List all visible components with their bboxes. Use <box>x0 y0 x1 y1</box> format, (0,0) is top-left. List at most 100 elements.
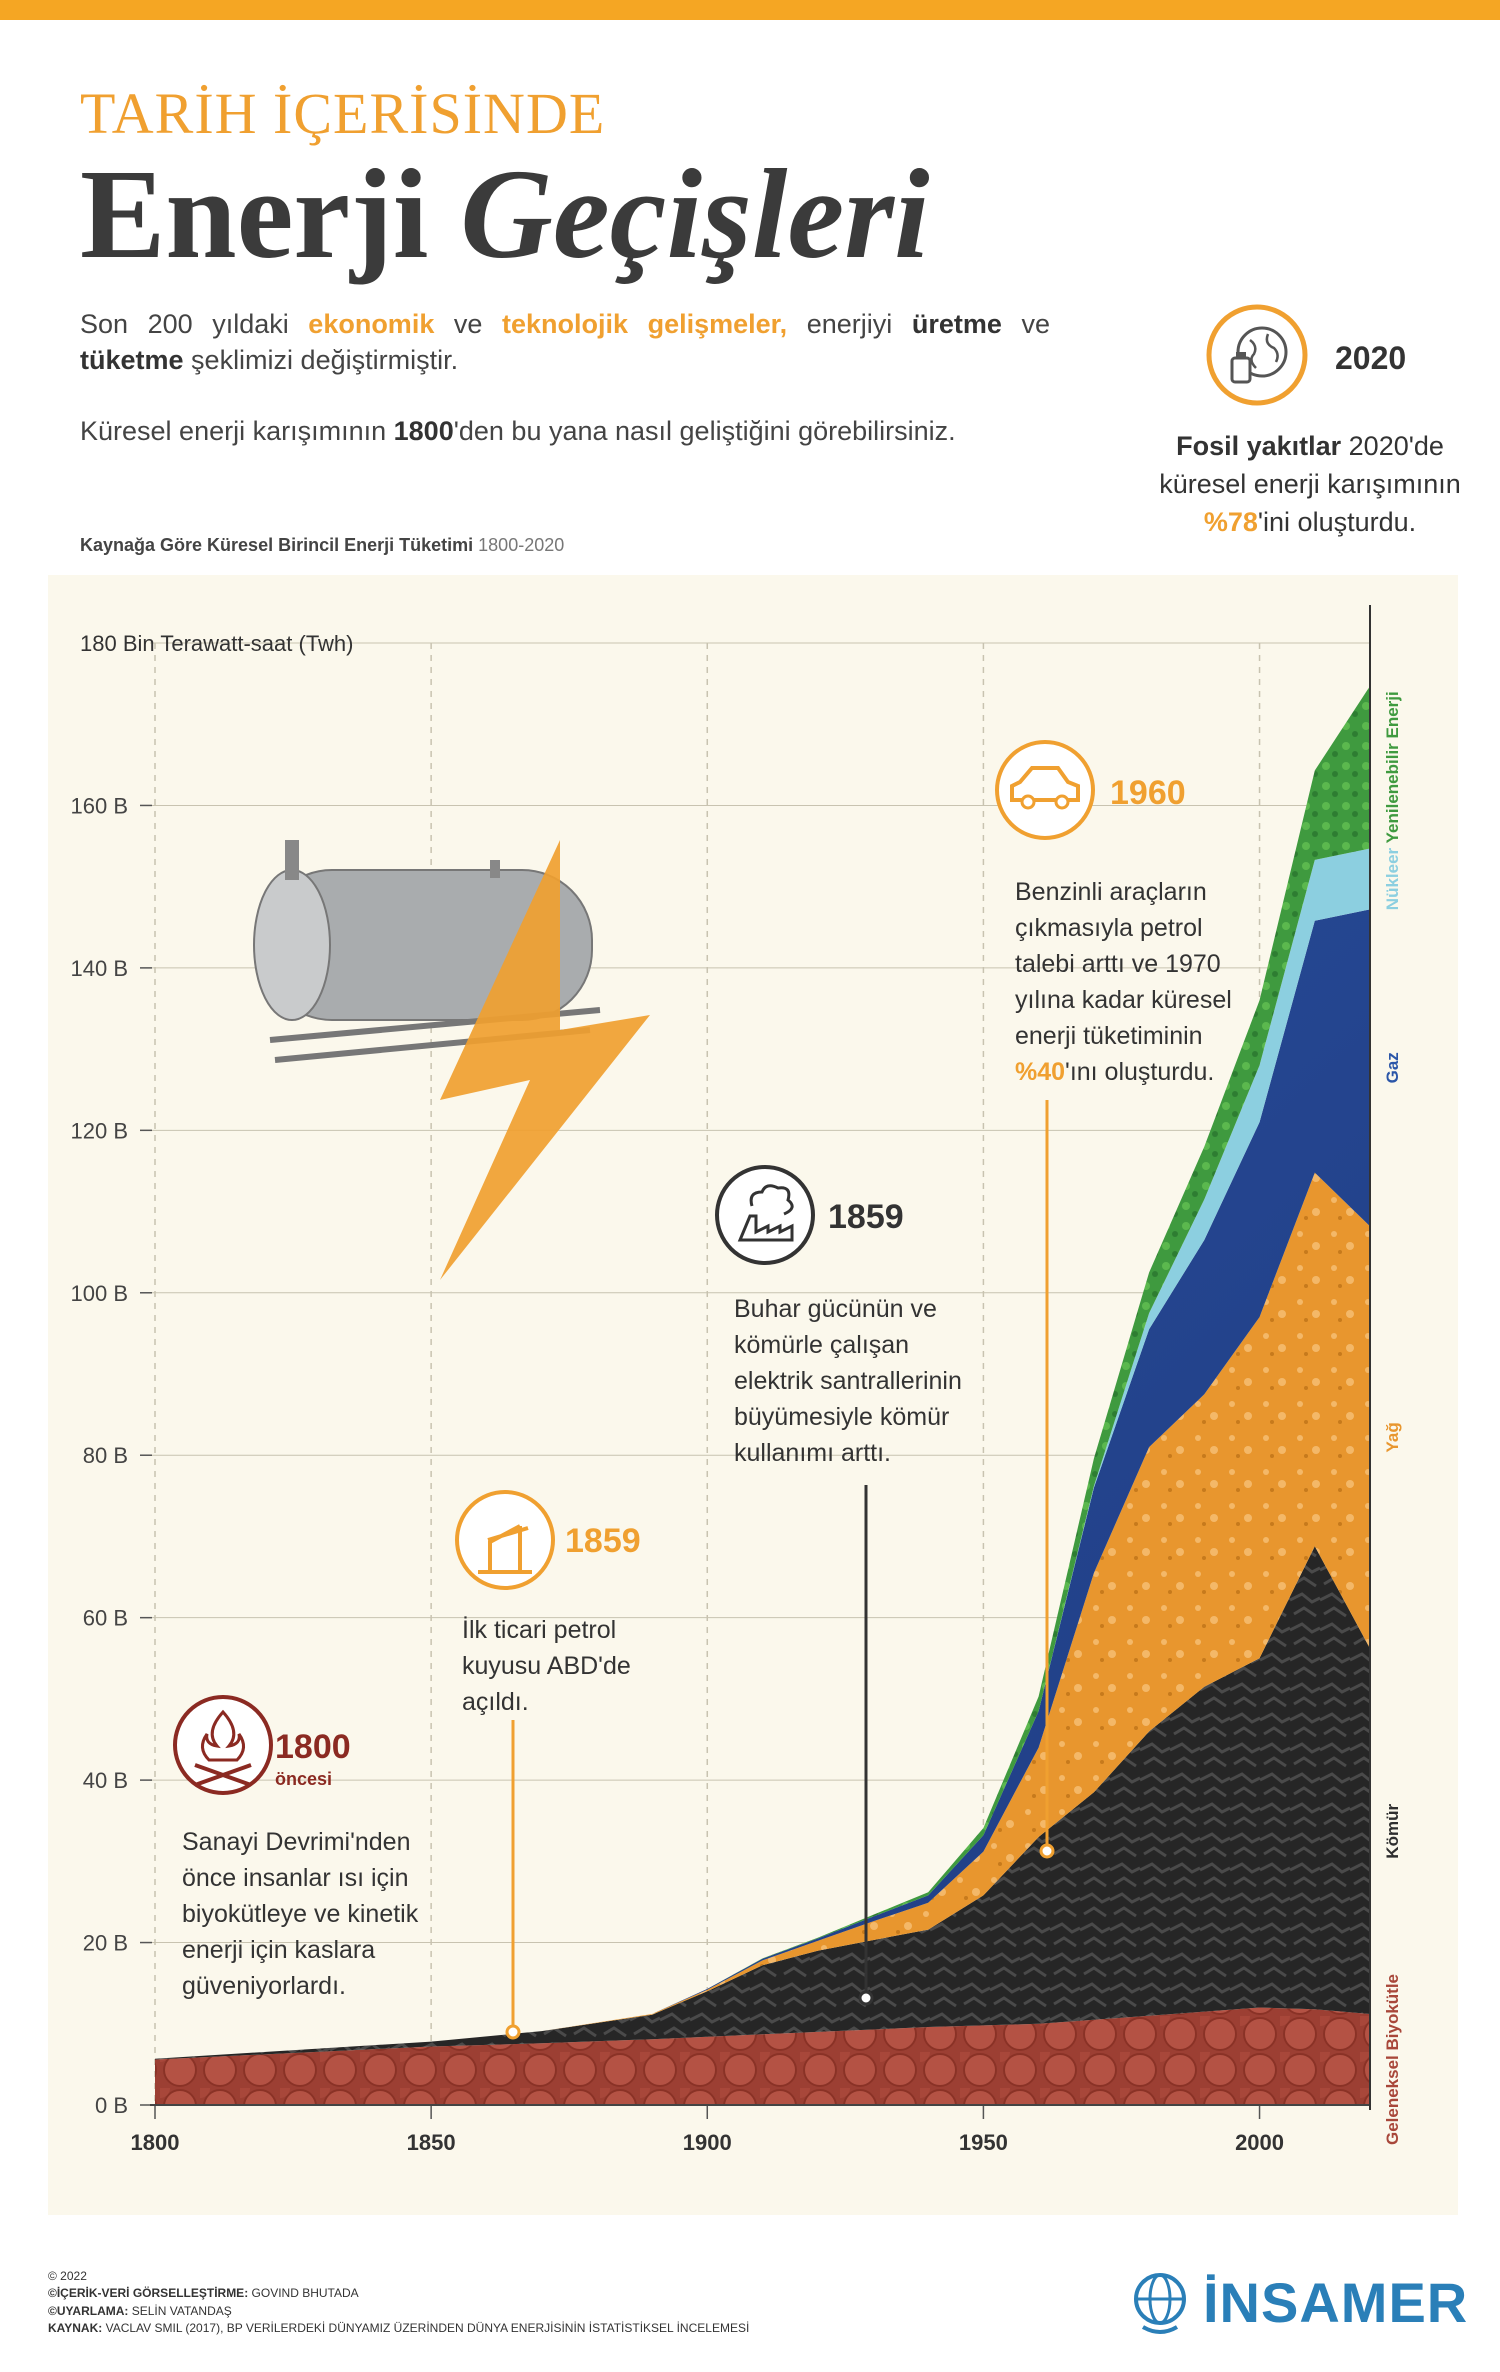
x-tick-label: 1900 <box>683 2130 732 2155</box>
y-tick-label: 80 B <box>83 1443 128 1468</box>
footer-value: GOVIND BHUTADA <box>251 2286 359 2301</box>
annotation-sub: öncesi <box>275 1769 332 1789</box>
annotation-text-line: yılına kadar küresel <box>1015 986 1232 1014</box>
insamer-logo: İNSAMER <box>1125 2262 1467 2342</box>
chart-annotations: 1800 öncesi Sanayi Devrimi'nden önce insanl… <box>173 740 1232 2040</box>
annotation-text-line: kullanımı arttı. <box>734 1439 891 1467</box>
series-label-renewables: Yenilenebilir Enerji <box>1383 691 1402 843</box>
x-tick-label: 1850 <box>407 2130 456 2155</box>
series-label-gas: Gaz <box>1383 1052 1402 1083</box>
annotation-text-line: %40'ını oluşturdu. <box>1015 1058 1214 1086</box>
annotation-text-line: enerji tüketiminin <box>1015 1022 1203 1050</box>
top-accent-bar <box>0 0 1500 20</box>
intro-highlight-technology: teknolojik gelişmeler, <box>502 309 788 339</box>
globe-oil-icon <box>1206 304 1308 406</box>
area-biomass <box>155 2007 1370 2105</box>
side-note-line2: küresel enerji karışımının <box>1159 468 1461 499</box>
annotation-year: 1960 <box>1110 774 1186 812</box>
page-title: Enerji Geçişleri <box>80 150 930 278</box>
area-oil <box>155 1172 1370 2059</box>
annotation-text-line: güveniyorlardı. <box>182 1972 346 2000</box>
flame-shape <box>201 1709 245 1762</box>
intro-paragraph-2: Küresel enerji karışımının 1800'den bu y… <box>80 416 956 447</box>
intro-bold-produce: üretme <box>911 309 1002 339</box>
area-coal <box>155 1546 1370 2060</box>
factory-icon <box>715 1165 815 1265</box>
footer-label: ©İÇERİK-VERİ GÖRSELLEŞTİRME: <box>48 2286 249 2301</box>
globe-icon <box>1134 2273 1186 2334</box>
y-tick-label: 160 B <box>71 793 129 818</box>
car-icon <box>995 740 1095 840</box>
lightning-icon <box>440 840 650 1280</box>
title-italic: Geçişleri <box>460 143 930 285</box>
campfire-icon <box>173 1695 273 1795</box>
y-tick-label: 100 B <box>71 1281 129 1306</box>
chart-source-range: 1800-2020 <box>478 535 565 555</box>
car-wheel <box>1054 794 1070 810</box>
y-tick-label: 40 B <box>83 1768 128 1793</box>
footer-value: VACLAV SMIL (2017), BP VERİLERDEKİ DÜNYA… <box>105 2321 750 2336</box>
footer-label: ©UYARLAMA: <box>48 2303 129 2318</box>
chart-source-title: Kaynağa Göre Küresel Birincil Enerji Tük… <box>80 535 564 556</box>
annotation-dot <box>505 2024 521 2040</box>
x-tick-label: 1950 <box>959 2130 1008 2155</box>
annotation-text-line: elektrik santrallerinin <box>734 1367 962 1395</box>
x-tick-label: 2000 <box>1235 2130 1284 2155</box>
y-tick-label: 0 B <box>95 2093 128 2118</box>
chart-areas <box>155 686 1370 2105</box>
series-label-biomass: Geleneksel Biyokütle <box>1383 1974 1402 2145</box>
annotation-text-line: önce insanlar ısı için <box>182 1864 409 1892</box>
header-kicker: TARİH İÇERİSİNDE <box>80 81 606 146</box>
logo-name: İNSAMER <box>1203 2271 1469 2334</box>
annotation-dot <box>1039 1843 1055 1859</box>
side-note-year: 2020 <box>1335 340 1407 376</box>
annotation-text-line: kuyusu ABD'de <box>462 1652 631 1680</box>
area-renewables <box>155 686 1370 2059</box>
chart-axes: 0 B 20 B 40 B 60 B 80 B 100 B 120 B 140 B 160 B 1… <box>71 605 1371 2155</box>
annotation-year: 1800 <box>275 1728 351 1766</box>
smoke-shape <box>737 1184 794 1242</box>
intro-bold-consume: tüketme <box>80 345 184 376</box>
footer-copyright: © 2022 <box>48 2269 87 2283</box>
series-label-coal: Kömür <box>1383 1804 1402 1859</box>
intro-text: enerjiyi <box>806 309 893 339</box>
intro-text: Son 200 yıldaki <box>80 309 289 339</box>
logs-shape <box>194 1763 252 1787</box>
y-tick-label: 60 B <box>83 1606 128 1631</box>
annotation-text-line: enerji için kaslara <box>182 1936 375 1964</box>
intro-text: ve <box>1021 309 1050 339</box>
title-main: Enerji <box>80 143 429 285</box>
side-note-line3: 'ini oluşturdu. <box>1257 506 1417 537</box>
annotation-year: 1859 <box>565 1522 641 1560</box>
area-gas <box>155 909 1370 2059</box>
annotation-text-line: İlk ticari petrol <box>462 1615 616 1644</box>
series-label-oil: Yağ <box>1383 1422 1402 1452</box>
car-shape <box>1010 766 1080 802</box>
side-note-rest: 2020'de <box>1341 431 1444 461</box>
intro-text: şeklimizi değiştirmiştir. <box>191 345 459 376</box>
intro-text: ve <box>453 309 483 339</box>
y-tick-label: 120 B <box>71 1118 129 1143</box>
annotation-text-line: kömürle çalışan <box>734 1331 909 1359</box>
series-label-nuclear: Nükleer <box>1383 847 1402 910</box>
intro-paragraph-1: Son 200 yıldaki ekonomik ve teknolojik g… <box>80 306 1050 379</box>
annotation-text-line: açıldı. <box>462 1688 529 1716</box>
intro-bold-year: 1800 <box>393 416 454 446</box>
annotation-year: 1859 <box>828 1198 904 1236</box>
annotation-text-line: Benzinli araçların <box>1015 878 1207 906</box>
annotation-text-line: biyokütleye ve kinetik <box>182 1900 419 1928</box>
footer-label: KAYNAK: <box>48 2321 103 2336</box>
annotation-text-line: talebi arttı ve 1970 <box>1015 950 1221 978</box>
annotation-text-line: büyümesiyle kömür <box>734 1403 949 1431</box>
y-tick-label: 20 B <box>83 1931 128 1956</box>
annotation-dot <box>858 1990 874 2006</box>
annotation-text-line: Buhar gücünün ve <box>734 1295 937 1323</box>
intro-text: Küresel enerji karışımının <box>80 416 387 446</box>
y-tick-label: 140 B <box>71 956 129 981</box>
car-wheel <box>1020 794 1036 810</box>
side-note-bold: Fosil yakıtlar <box>1176 431 1342 461</box>
side-note-percent: %78 <box>1203 506 1258 537</box>
footer-credits: © 2022 ©İÇERİK-VERİ GÖRSELLEŞTİRME: GOVI… <box>48 2268 749 2338</box>
footer-value: SELİN VATANDAŞ <box>131 2303 232 2318</box>
